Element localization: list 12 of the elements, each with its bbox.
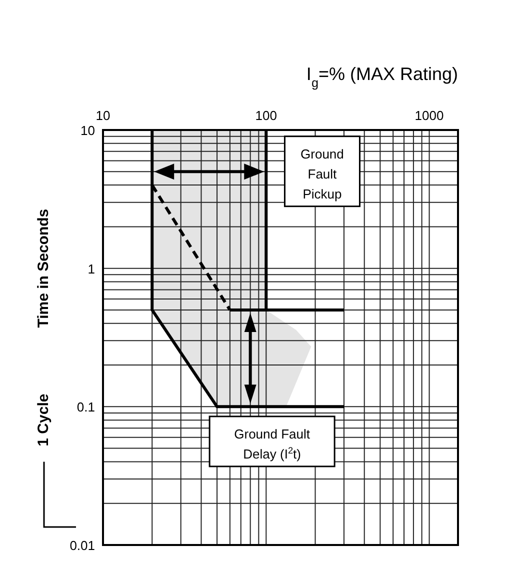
x-axis-title: I$_{g}$=% (MAX Rating) — [306, 64, 458, 90]
y-tick-label: 0.01 — [70, 538, 95, 553]
x-tick-label: 1000 — [414, 108, 444, 123]
y-tick-label: 10 — [80, 123, 95, 138]
y-tick-label: 1 — [88, 261, 95, 276]
annotation: Ground Fault Delay (I$^{2}$t) — [234, 426, 310, 462]
x-tick-label: 10 — [96, 108, 110, 123]
y-tick-label: 0.1 — [76, 400, 95, 415]
x-tick-label: 100 — [255, 108, 277, 123]
y-axis-title: Time in Seconds — [35, 208, 52, 328]
text: 1 Cycle — [35, 394, 52, 446]
annotation: Ground Fault Pickup — [300, 146, 344, 202]
